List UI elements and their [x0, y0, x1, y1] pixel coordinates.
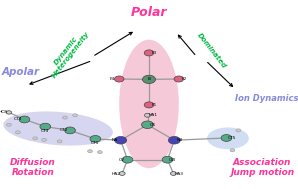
Circle shape [142, 121, 153, 129]
Circle shape [6, 111, 12, 114]
Circle shape [162, 156, 173, 163]
Circle shape [144, 102, 154, 108]
Text: HA3: HA3 [174, 171, 183, 176]
Text: Association
Jump motion: Association Jump motion [230, 158, 294, 177]
Circle shape [142, 75, 156, 84]
Circle shape [73, 114, 77, 117]
Circle shape [7, 123, 11, 126]
Circle shape [65, 127, 75, 134]
Circle shape [144, 50, 154, 56]
Text: F1: F1 [152, 103, 157, 107]
Circle shape [19, 116, 30, 123]
Text: CT3: CT3 [41, 129, 49, 133]
Circle shape [88, 150, 92, 153]
Circle shape [42, 138, 46, 141]
Circle shape [221, 135, 232, 141]
Text: B: B [148, 77, 150, 81]
Circle shape [236, 129, 241, 132]
Circle shape [170, 172, 176, 175]
Circle shape [122, 156, 133, 163]
Text: CT1: CT1 [91, 141, 100, 145]
Circle shape [33, 137, 38, 140]
Text: Dynamic
Heterogeneity: Dynamic Heterogeneity [46, 26, 91, 79]
Text: Diffusion
Rotation: Diffusion Rotation [10, 158, 56, 177]
Circle shape [90, 136, 101, 142]
Text: Ion Dynamics: Ion Dynamics [235, 94, 298, 103]
Circle shape [97, 151, 102, 154]
Text: CT2: CT2 [59, 128, 68, 132]
Circle shape [119, 172, 125, 175]
Circle shape [168, 136, 180, 144]
Text: Dominated: Dominated [196, 32, 227, 70]
Circle shape [57, 140, 62, 143]
Circle shape [174, 76, 184, 82]
Text: CT4: CT4 [14, 117, 22, 122]
Circle shape [15, 131, 20, 134]
Text: HA1: HA1 [148, 113, 157, 117]
Ellipse shape [207, 127, 249, 149]
Text: Apolar: Apolar [1, 67, 39, 77]
Text: F3: F3 [152, 51, 157, 55]
Text: HA2: HA2 [112, 171, 121, 176]
Ellipse shape [3, 112, 113, 146]
Circle shape [230, 149, 235, 152]
Text: F4: F4 [110, 77, 115, 81]
Circle shape [145, 113, 150, 117]
Text: NB: NB [177, 138, 183, 142]
Text: HC8: HC8 [0, 110, 8, 115]
Text: Polar: Polar [131, 6, 167, 19]
Text: CT5: CT5 [228, 136, 236, 140]
Text: CW: CW [169, 158, 176, 162]
Circle shape [63, 116, 67, 119]
Text: NA: NA [112, 138, 118, 142]
Text: CV: CV [119, 158, 125, 162]
Circle shape [115, 136, 127, 144]
Circle shape [114, 76, 124, 82]
Ellipse shape [119, 40, 179, 168]
Circle shape [40, 123, 51, 130]
Text: F2: F2 [181, 77, 187, 81]
Text: CR: CR [150, 123, 156, 127]
